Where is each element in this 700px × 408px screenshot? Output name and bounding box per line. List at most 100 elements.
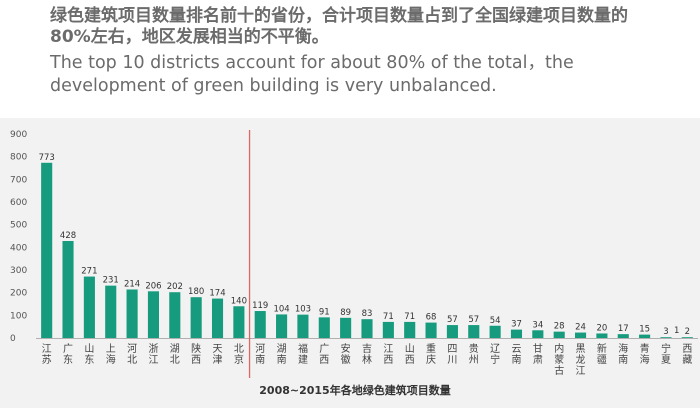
bar-23: [510, 329, 523, 338]
bar-27: [596, 333, 608, 338]
value-label: 17: [618, 324, 629, 334]
bar-11: [254, 311, 266, 338]
extra-value-label: 1: [674, 326, 679, 336]
value-label: 34: [532, 320, 543, 330]
value-label: 28: [554, 322, 565, 332]
bar-24: [532, 330, 544, 338]
category-label: 西藏: [682, 344, 692, 366]
value-label: 428: [60, 231, 76, 241]
y-tick-label: 700: [10, 175, 27, 185]
bar-14: [318, 317, 330, 338]
category-label: 重庆: [426, 342, 436, 366]
bar-29: [639, 334, 651, 338]
value-label: 37: [511, 320, 522, 330]
bar-3: [83, 276, 95, 338]
category-label: 吉林: [362, 343, 372, 366]
bar-26: [575, 332, 587, 338]
value-label: 83: [362, 309, 373, 319]
bar-25: [553, 331, 565, 338]
value-label: 140: [231, 296, 247, 306]
category-label: 甘肃: [533, 342, 543, 366]
category-label: 上海: [106, 343, 116, 366]
value-label: 71: [383, 312, 394, 322]
y-tick-label: 500: [10, 221, 27, 231]
category-label: 江苏: [42, 343, 52, 366]
y-tick-label: 600: [10, 198, 27, 208]
bar-20: [446, 325, 458, 338]
category-label: 湖北: [170, 343, 180, 366]
category-label: 内蒙古: [554, 342, 564, 377]
bar-21: [468, 325, 480, 338]
category-label: 广西: [319, 343, 329, 366]
category-label: 湖南: [277, 343, 287, 366]
category-label: 安徽: [341, 342, 351, 366]
bar-17: [382, 321, 394, 338]
y-tick-label: 100: [10, 311, 27, 321]
category-label: 山东: [84, 343, 94, 366]
value-label: 71: [404, 312, 415, 322]
bar-13: [297, 314, 309, 338]
x-axis-title: 2008~2015年各地绿色建筑项目数量: [259, 383, 450, 397]
value-label: 24: [575, 323, 586, 333]
y-tick-label: 400: [10, 243, 27, 253]
value-label: 2: [685, 327, 690, 337]
value-label: 271: [81, 267, 97, 277]
bar-10: [233, 306, 245, 338]
y-tick-label: 800: [10, 153, 27, 163]
category-label: 陕西: [191, 342, 201, 366]
value-label: 15: [639, 325, 650, 335]
category-label: 云南: [511, 344, 521, 366]
bar-16: [361, 319, 373, 338]
category-label: 广东: [63, 343, 73, 366]
value-label: 104: [273, 304, 289, 314]
category-label: 青海: [640, 342, 650, 366]
bar-8: [190, 297, 202, 338]
category-label: 浙江: [148, 343, 158, 366]
value-label: 202: [167, 282, 183, 292]
headline-english: The top 10 districts account for about 8…: [50, 53, 574, 96]
chart-panel: 0 100 200 300 400 500 600 700 800 900 773 428 271 23…: [0, 118, 700, 408]
y-tick-label: 200: [10, 289, 27, 299]
value-label: 180: [188, 287, 204, 297]
bar-1: [41, 162, 53, 338]
category-label: 新疆: [597, 342, 607, 366]
value-label: 214: [124, 279, 140, 289]
value-label: 91: [319, 307, 330, 317]
value-label: 773: [39, 153, 55, 163]
category-label: 辽宁: [490, 343, 500, 366]
category-label: 北京: [234, 343, 244, 366]
value-label: 103: [295, 305, 311, 315]
y-tick-label: 300: [10, 266, 27, 276]
bar-30: [660, 337, 672, 338]
y-tick-label: 900: [10, 130, 27, 140]
bar-22: [489, 325, 501, 338]
value-label: 20: [596, 323, 607, 333]
bar-6: [147, 291, 159, 338]
value-label: 54: [490, 316, 501, 326]
bar-12: [276, 314, 288, 338]
value-label: 174: [209, 289, 225, 299]
value-label: 57: [468, 315, 479, 325]
category-label: 宁夏: [661, 342, 671, 366]
category-label: 江西: [383, 343, 393, 366]
bar-2: [62, 240, 74, 338]
category-label: 黑龙江: [576, 343, 586, 377]
value-label: 119: [252, 301, 268, 311]
bar-18: [404, 321, 416, 338]
value-label: 89: [340, 308, 351, 318]
value-label: 231: [103, 276, 119, 286]
category-label: 海南: [618, 342, 628, 366]
bar-19: [425, 322, 437, 338]
value-label: 57: [447, 315, 458, 325]
bar-31: [681, 337, 693, 338]
bar-4: [105, 285, 117, 338]
category-label: 福建: [298, 342, 308, 366]
category-label: 四川: [447, 344, 457, 366]
category-label: 山西: [405, 343, 415, 366]
value-label: 68: [426, 313, 437, 323]
y-tick-label: 0: [10, 334, 16, 344]
bar-28: [617, 334, 629, 338]
category-label: 河北: [127, 343, 137, 366]
